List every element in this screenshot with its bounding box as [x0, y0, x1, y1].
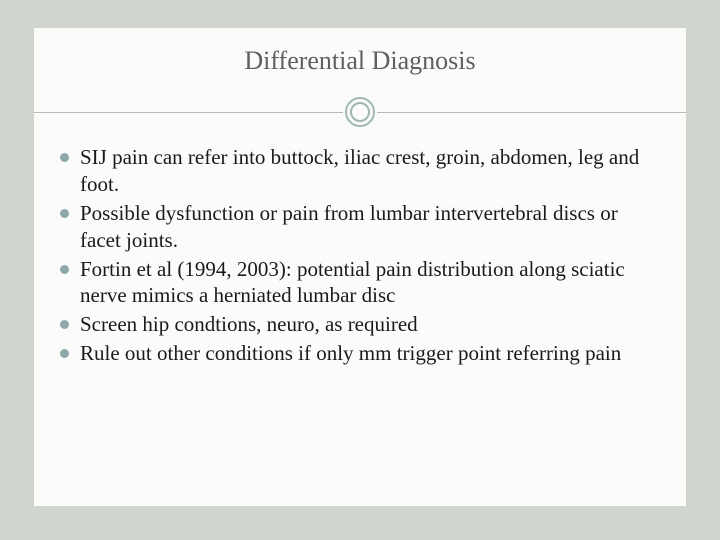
list-item: Fortin et al (1994, 2003): potential pai… — [54, 256, 660, 310]
list-item: SIJ pain can refer into buttock, iliac c… — [54, 144, 660, 198]
list-item: Rule out other conditions if only mm tri… — [54, 340, 660, 367]
slide-container: Differential Diagnosis SIJ pain can refe… — [0, 0, 720, 540]
slide-title: Differential Diagnosis — [34, 46, 686, 76]
bullet-list: SIJ pain can refer into buttock, iliac c… — [54, 144, 660, 367]
list-item: Screen hip condtions, neuro, as required — [54, 311, 660, 338]
slide-inner: Differential Diagnosis SIJ pain can refe… — [34, 28, 686, 506]
title-divider — [34, 94, 686, 130]
content-area: SIJ pain can refer into buttock, iliac c… — [34, 144, 686, 367]
list-item: Possible dysfunction or pain from lumbar… — [54, 200, 660, 254]
ring-inner-icon — [350, 102, 370, 122]
divider-ornament — [343, 95, 377, 129]
ring-outer-icon — [345, 97, 375, 127]
